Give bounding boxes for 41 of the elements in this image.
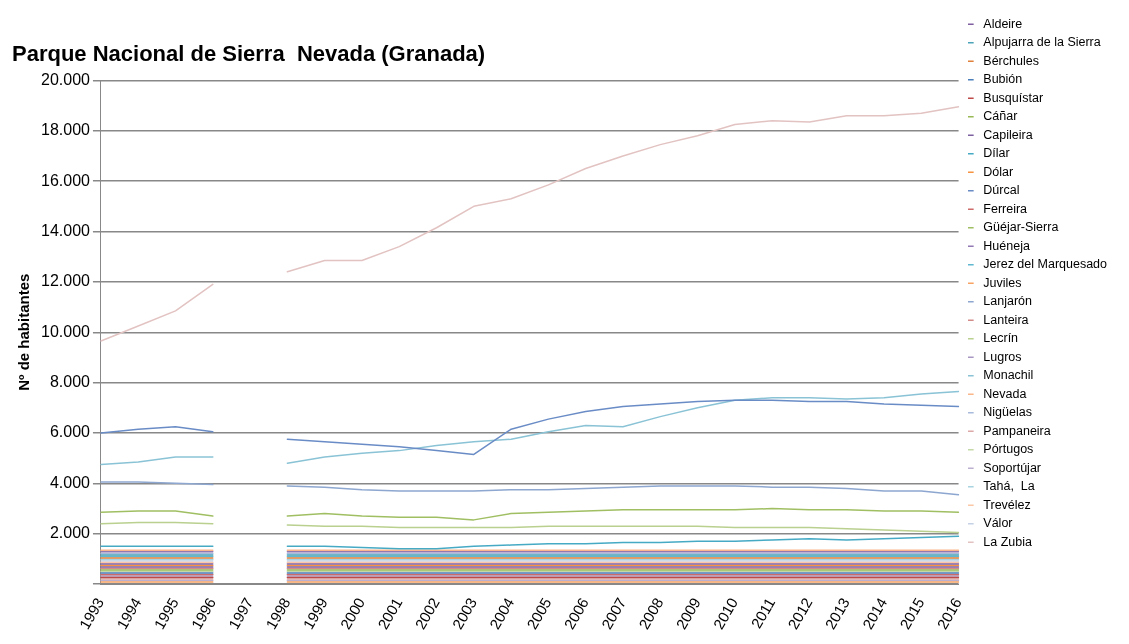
legend-label: Trevélez	[983, 497, 1031, 512]
legend-label: Bubión	[983, 72, 1023, 87]
legend-label: Huéneja	[983, 238, 1030, 253]
legend-label: Cáñar	[983, 109, 1018, 124]
y-tick-label: 18.000	[41, 121, 91, 139]
legend-label: La Zubia	[983, 534, 1033, 549]
y-tick-label: 6.000	[49, 423, 91, 441]
legend-label: Capileira	[983, 127, 1033, 142]
y-tick-label: 16.000	[41, 171, 91, 189]
legend-label: Pórtugos	[983, 442, 1034, 457]
legend-label: Busquístar	[983, 90, 1044, 105]
y-tick-label: 10.000	[41, 322, 91, 340]
legend-label: Lanjarón	[983, 294, 1033, 309]
y-tick-label: 12.000	[41, 272, 91, 290]
legend-label: Juviles	[983, 275, 1022, 290]
legend-label: Dílar	[983, 146, 1010, 161]
y-tick-label: 20.000	[41, 70, 91, 88]
legend-label: Dólar	[983, 164, 1014, 179]
legend-label: Lecrín	[983, 331, 1019, 346]
y-tick-label: 2.000	[49, 524, 91, 542]
y-tick-label: 14.000	[41, 221, 91, 239]
legend-label: Nigüelas	[983, 405, 1032, 420]
legend-label: Válor	[983, 516, 1013, 531]
legend-label: Soportújar	[983, 460, 1042, 475]
legend-label: Alpujarra de la Sierra	[983, 35, 1101, 50]
legend-label: Monachil	[983, 368, 1034, 383]
legend-label: Aldeire	[983, 16, 1023, 31]
legend-label: Dúrcal	[983, 183, 1020, 198]
legend-label: Pampaneira	[983, 423, 1051, 438]
y-tick-label: 4.000	[49, 473, 91, 491]
legend-label: Ferreira	[983, 201, 1028, 216]
legend-label: Lugros	[983, 349, 1022, 364]
y-axis-title: Nº de habitantes	[15, 273, 33, 391]
legend-label: Jerez del Marquesado	[983, 257, 1108, 272]
legend-label: Tahá, La	[983, 479, 1035, 494]
legend-label: Nevada	[983, 386, 1027, 401]
legend-label: Güéjar-Sierra	[983, 220, 1059, 235]
chart-title: Parque Nacional de Sierra Nevada (Granada)	[12, 41, 486, 67]
y-tick-label: 8.000	[49, 373, 91, 391]
legend-label: Lanteira	[983, 312, 1029, 327]
legend-label: Bérchules	[983, 53, 1039, 68]
